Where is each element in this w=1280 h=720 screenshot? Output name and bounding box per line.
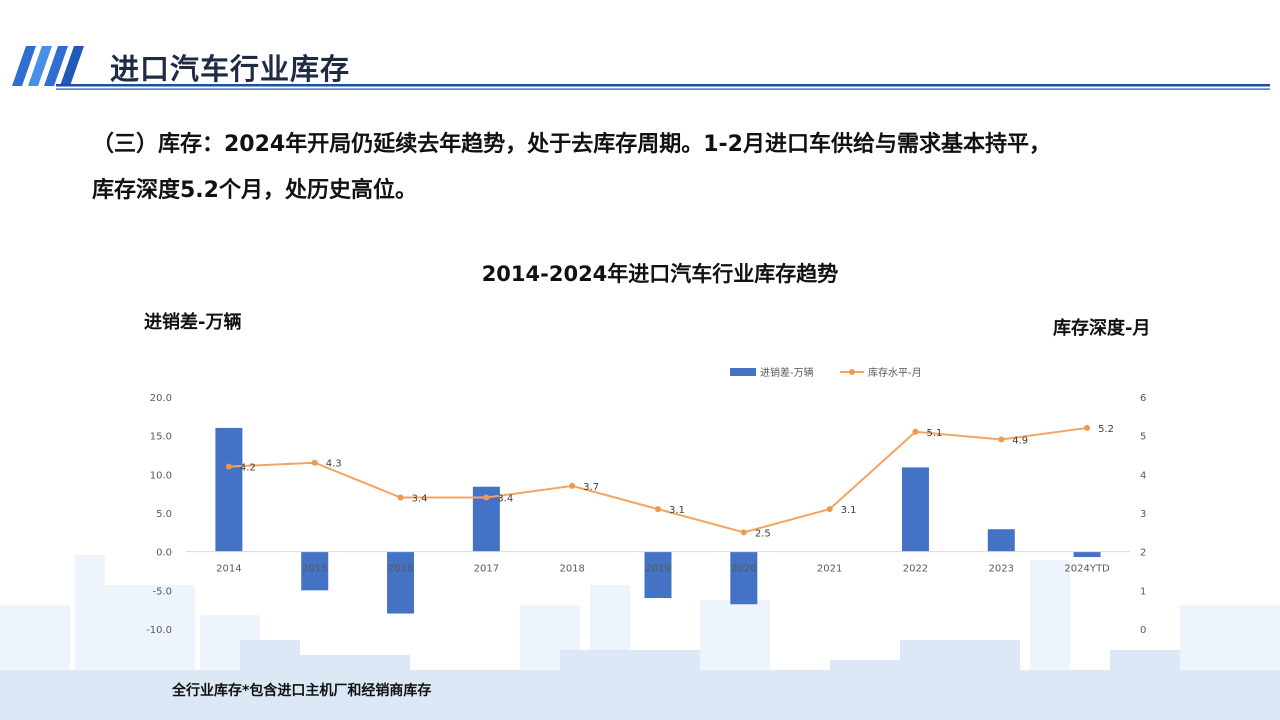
- right-axis-tick-label: 4: [1140, 470, 1146, 481]
- right-axis-title: 库存深度-月: [1053, 318, 1151, 339]
- header-divider: [56, 84, 1270, 90]
- line-point-2018: [569, 482, 576, 489]
- legend-label-line: 库存水平-月: [868, 366, 922, 379]
- line-point-2021: [826, 506, 833, 513]
- line-point-2022: [912, 428, 919, 435]
- x-axis-tick-label: 2024YTD: [1064, 564, 1110, 575]
- right-axis-tick-label: 5: [1140, 432, 1146, 443]
- line-point-2023: [998, 436, 1005, 443]
- right-axis-tick-label: 1: [1140, 586, 1146, 597]
- line-data-label: 4.2: [240, 463, 256, 474]
- x-axis-tick-label: 2016: [388, 564, 413, 575]
- right-axis-tick-label: 2: [1140, 548, 1146, 559]
- line-data-label: 4.3: [326, 459, 342, 470]
- x-axis-tick-label: 2018: [559, 564, 584, 575]
- inventory-line: [228, 426, 1088, 534]
- right-axis-tick-label: 6: [1140, 393, 1146, 404]
- x-axis-tick-label: 2021: [817, 564, 842, 575]
- intro-line-1: （三）库存：2024年开局仍延续去年趋势，处于去库存周期。1-2月进口车供给与需…: [92, 132, 1051, 157]
- x-axis-tick-label: 2015: [302, 564, 327, 575]
- legend-marker-line: [849, 369, 855, 375]
- left-axis-title: 进销差-万辆: [144, 312, 242, 333]
- intro-line-2: 库存深度5.2个月，处历史高位。: [92, 178, 417, 203]
- line-data-label: 4.9: [1012, 436, 1028, 447]
- bar-2019: [644, 551, 672, 599]
- line-data-label: 3.7: [583, 482, 599, 493]
- line-data-label: 3.4: [497, 494, 513, 505]
- line-data-label: 2.5: [755, 528, 771, 539]
- left-axis-tick-label: 15.0: [150, 432, 172, 443]
- line-point-2024YTD: [1084, 424, 1091, 431]
- x-axis-tick-label: 2023: [989, 564, 1014, 575]
- right-axis-tick-label: 3: [1140, 509, 1146, 520]
- left-axis-tick-label: 20.0: [150, 393, 172, 404]
- legend-swatch-bar: [730, 368, 756, 376]
- x-axis-tick-label: 2019: [645, 564, 670, 575]
- bar-2023: [987, 529, 1015, 552]
- bar-2024YTD: [1073, 551, 1101, 558]
- line-point-2017: [483, 494, 490, 501]
- bar-2022: [901, 467, 929, 552]
- line-point-2016: [397, 494, 404, 501]
- line-data-label: 3.1: [841, 505, 857, 516]
- chart-title: 2014-2024年进口汽车行业库存趋势: [481, 262, 839, 286]
- intro-paragraph: （三）库存：2024年开局仍延续去年趋势，处于去库存周期。1-2月进口车供给与需…: [92, 122, 1242, 214]
- x-axis-tick-label: 2017: [474, 564, 499, 575]
- bar-2016: [387, 551, 415, 614]
- x-axis-tick-label: 2022: [903, 564, 928, 575]
- bar-2015: [301, 551, 329, 591]
- x-axis-tick-label: 2020: [731, 564, 756, 575]
- stripes-logo-icon: [12, 46, 84, 86]
- legend-label-bar: 进销差-万辆: [760, 366, 814, 379]
- page-title: 进口汽车行业库存: [110, 52, 351, 86]
- bar-2014: [215, 427, 243, 552]
- line-data-label: 3.4: [412, 494, 428, 505]
- bar-2020: [730, 551, 758, 605]
- x-axis-tick-label: 2014: [216, 564, 241, 575]
- left-axis-tick-label: -10.0: [146, 625, 172, 636]
- line-data-label: 5.2: [1098, 424, 1114, 435]
- line-point-2015: [311, 459, 318, 466]
- line-point-2014: [225, 463, 232, 470]
- line-point-2019: [655, 506, 661, 513]
- left-axis-tick-label: -5.0: [152, 586, 172, 597]
- line-data-label: 3.1: [669, 505, 685, 516]
- line-point-2020: [740, 529, 747, 536]
- line-data-label: 5.1: [926, 428, 942, 439]
- left-axis-tick-label: 10.0: [150, 470, 172, 481]
- left-axis-tick-label: 5.0: [156, 509, 172, 520]
- page-header: 进口汽车行业库存: [0, 0, 1280, 100]
- right-axis-tick-label: 0: [1140, 625, 1146, 636]
- footnote: 全行业库存*包含进口主机厂和经销商库存: [172, 683, 432, 699]
- left-axis-tick-label: 0.0: [156, 548, 172, 559]
